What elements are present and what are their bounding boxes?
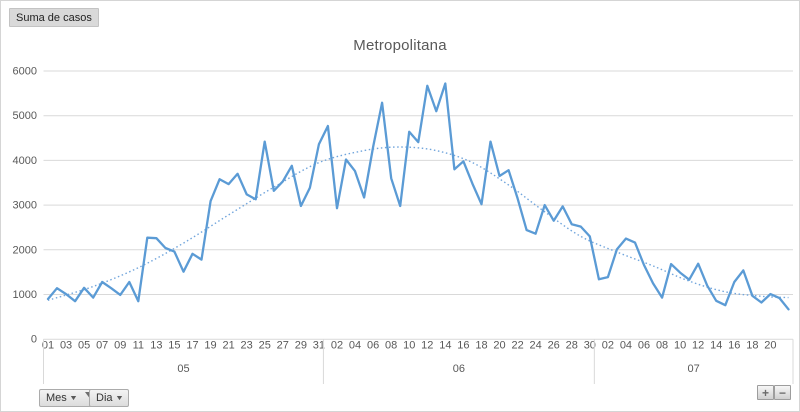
y-axis-tick-label: 2000 (13, 244, 37, 256)
x-axis-day-label: 02 (331, 340, 343, 352)
zoom-out-button[interactable]: − (774, 385, 791, 400)
x-axis-day-label: 09 (114, 340, 126, 352)
chart-title: Metropolitana (353, 37, 447, 54)
x-axis-day-label: 30 (584, 340, 596, 352)
x-axis-day-label: 03 (60, 340, 72, 352)
x-axis-day-label: 12 (692, 340, 704, 352)
y-axis-tick-label: 1000 (13, 289, 37, 301)
x-axis-day-label: 19 (204, 340, 216, 352)
x-axis-day-label: 10 (403, 340, 415, 352)
chevron-down-icon: ▼ (68, 394, 78, 402)
trendline (47, 146, 789, 301)
y-axis-tick-label: 3000 (13, 200, 37, 212)
x-axis-day-label: 08 (656, 340, 668, 352)
x-axis-day-label: 20 (493, 340, 505, 352)
y-axis-tick-label: 5000 (13, 110, 37, 122)
y-axis-tick-label: 6000 (13, 66, 37, 78)
x-axis-day-label: 07 (96, 340, 108, 352)
x-axis-day-label: 31 (313, 340, 325, 352)
field-button-dia[interactable]: Dia ▼ (89, 389, 130, 407)
x-axis-day-label: 27 (277, 340, 289, 352)
field-button-mes-label: Mes (46, 392, 67, 404)
x-axis-day-label: 17 (186, 340, 198, 352)
x-axis-day-label: 12 (421, 340, 433, 352)
x-axis-month-label: 06 (453, 363, 465, 375)
x-axis-day-label: 02 (602, 340, 614, 352)
series-line-suma-de-casos (46, 82, 790, 311)
x-axis-day-label: 14 (710, 340, 722, 352)
x-axis-day-label: 29 (295, 340, 307, 352)
x-axis-day-label: 23 (241, 340, 253, 352)
x-axis-day-label: 04 (620, 340, 632, 352)
x-axis-day-label: 28 (566, 340, 578, 352)
x-axis-day-label: 14 (439, 340, 451, 352)
value-field-label: Suma de casos (16, 11, 92, 24)
x-axis-day-label: 21 (222, 340, 234, 352)
x-axis-day-label: 20 (764, 340, 776, 352)
chevron-down-icon: ▼ (114, 394, 124, 402)
x-axis-day-label: 18 (475, 340, 487, 352)
x-axis-day-label: 05 (78, 340, 90, 352)
y-axis-tick-label: 0 (31, 334, 37, 346)
x-axis-day-label: 10 (674, 340, 686, 352)
x-axis-day-label: 26 (548, 340, 560, 352)
x-axis-day-label: 16 (457, 340, 469, 352)
x-axis-month-label: 07 (688, 363, 700, 375)
x-axis-month-label: 05 (177, 363, 189, 375)
y-axis-tick-label: 4000 (13, 155, 37, 167)
x-axis-day-label: 25 (259, 340, 271, 352)
value-field-button[interactable]: Suma de casos (9, 8, 99, 27)
field-button-mes[interactable]: Mes ▼ (39, 389, 97, 407)
x-axis-day-label: 04 (349, 340, 361, 352)
x-axis-day-label: 06 (367, 340, 379, 352)
x-axis-day-label: 18 (746, 340, 758, 352)
x-axis-day-label: 24 (530, 340, 542, 352)
zoom-in-button[interactable]: + (757, 385, 774, 400)
x-axis-day-label: 08 (385, 340, 397, 352)
x-axis-day-label: 15 (168, 340, 180, 352)
x-axis-day-label: 06 (638, 340, 650, 352)
x-axis-day-label: 16 (728, 340, 740, 352)
x-axis-day-label: 13 (150, 340, 162, 352)
x-axis-day-label: 22 (511, 340, 523, 352)
x-axis-day-label: 11 (133, 340, 144, 352)
field-button-dia-label: Dia (96, 392, 113, 404)
x-axis-day-label: 01 (42, 340, 54, 352)
